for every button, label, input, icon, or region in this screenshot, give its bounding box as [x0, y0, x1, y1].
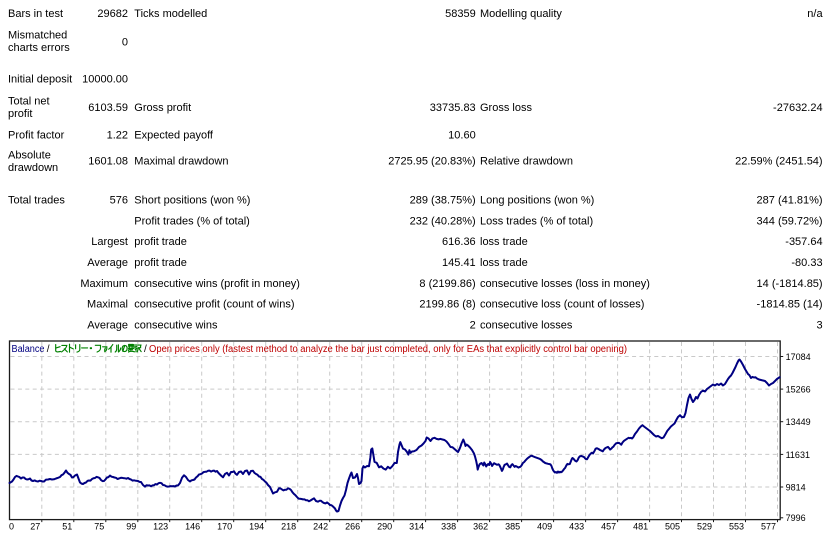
svg-text:14 (-1814.85): 14 (-1814.85) [757, 278, 823, 290]
svg-text:consecutive losses (loss in mo: consecutive losses (loss in money) [480, 278, 650, 290]
svg-text:consecutive loss (count of los: consecutive loss (count of losses) [480, 299, 644, 311]
svg-text:0: 0 [9, 522, 14, 532]
svg-text:Profit trades (% of total): Profit trades (% of total) [134, 215, 250, 227]
svg-text:2199.86 (8): 2199.86 (8) [419, 299, 475, 311]
svg-text:576: 576 [110, 195, 128, 207]
svg-text:profit: profit [8, 108, 32, 120]
svg-text:Total trades: Total trades [8, 195, 65, 207]
svg-text:344 (59.72%): 344 (59.72%) [757, 215, 823, 227]
svg-text:290: 290 [377, 522, 392, 532]
svg-text:266: 266 [345, 522, 360, 532]
svg-text:loss trade: loss trade [480, 236, 528, 248]
svg-text:Relative drawdown: Relative drawdown [480, 156, 573, 168]
svg-text:15266: 15266 [786, 385, 811, 395]
svg-text:27: 27 [30, 522, 40, 532]
svg-text:338: 338 [441, 522, 456, 532]
svg-text:457: 457 [601, 522, 616, 532]
svg-text:Loss trades (% of total): Loss trades (% of total) [480, 215, 593, 227]
svg-text:Absolute: Absolute [8, 149, 51, 161]
svg-text:/: / [144, 344, 147, 355]
svg-text:2725.95 (20.83%): 2725.95 (20.83%) [388, 156, 475, 168]
svg-text:loss trade: loss trade [480, 257, 528, 269]
svg-text:-27632.24: -27632.24 [773, 102, 823, 114]
svg-text:profit trade: profit trade [134, 257, 187, 269]
svg-text:314: 314 [409, 522, 424, 532]
svg-text:287 (41.81%): 287 (41.81%) [757, 195, 823, 207]
svg-text:Total net: Total net [8, 96, 50, 108]
svg-text:Maximal drawdown: Maximal drawdown [134, 156, 228, 168]
svg-text:13449: 13449 [786, 417, 811, 427]
svg-text:409: 409 [537, 522, 552, 532]
svg-text:Ticks modelled: Ticks modelled [134, 8, 207, 20]
svg-text:433: 433 [569, 522, 584, 532]
svg-text:218: 218 [281, 522, 296, 532]
svg-text:362: 362 [473, 522, 488, 532]
svg-text:3: 3 [816, 320, 822, 332]
svg-text:75: 75 [94, 522, 104, 532]
svg-text:7996: 7996 [786, 513, 806, 523]
svg-text:-1814.85 (14): -1814.85 (14) [757, 299, 823, 311]
svg-text:29682: 29682 [97, 8, 128, 20]
svg-text:Initial deposit: Initial deposit [8, 74, 72, 86]
svg-text:242: 242 [313, 522, 328, 532]
svg-text:11631: 11631 [786, 450, 810, 460]
svg-text:232 (40.28%): 232 (40.28%) [410, 215, 476, 227]
svg-text:Maximal: Maximal [87, 299, 128, 311]
svg-text:481: 481 [633, 522, 648, 532]
svg-text:profit trade: profit trade [134, 236, 187, 248]
svg-text:1601.08: 1601.08 [88, 156, 128, 168]
svg-text:145.41: 145.41 [442, 257, 476, 269]
svg-text:consecutive wins: consecutive wins [134, 320, 218, 332]
svg-text:1.22: 1.22 [107, 130, 128, 142]
svg-text:289 (38.75%): 289 (38.75%) [410, 195, 476, 207]
svg-text:170: 170 [217, 522, 232, 532]
svg-text:n/a: n/a [807, 8, 823, 20]
svg-text:194: 194 [249, 522, 264, 532]
svg-text:Gross profit: Gross profit [134, 102, 191, 114]
svg-text:Mismatched: Mismatched [8, 29, 67, 41]
svg-text:consecutive wins (profit in mo: consecutive wins (profit in money) [134, 278, 300, 290]
svg-text:Maximum: Maximum [80, 278, 128, 290]
svg-text:0: 0 [122, 37, 128, 49]
svg-text:Long positions (won %): Long positions (won %) [480, 195, 594, 207]
svg-text:58359: 58359 [445, 8, 476, 20]
svg-text:Open prices only (fastest meth: Open prices only (fastest method to anal… [149, 344, 627, 355]
svg-text:Profit factor: Profit factor [8, 130, 65, 142]
svg-text:577: 577 [761, 522, 776, 532]
svg-text:Modelling quality: Modelling quality [480, 8, 562, 20]
svg-text:33735.83: 33735.83 [430, 102, 476, 114]
svg-text:charts errors: charts errors [8, 42, 70, 54]
svg-text:Expected payoff: Expected payoff [134, 130, 214, 142]
svg-text:Largest: Largest [91, 236, 128, 248]
svg-text:8 (2199.86): 8 (2199.86) [419, 278, 475, 290]
svg-text:Gross loss: Gross loss [480, 102, 532, 114]
svg-text:-80.33: -80.33 [791, 257, 822, 269]
svg-text:553: 553 [729, 522, 744, 532]
svg-text:505: 505 [665, 522, 680, 532]
svg-text:616.36: 616.36 [442, 236, 476, 248]
svg-text:Short positions (won %): Short positions (won %) [134, 195, 250, 207]
svg-text:123: 123 [153, 522, 168, 532]
svg-text:2: 2 [470, 320, 476, 332]
svg-text:146: 146 [185, 522, 200, 532]
svg-text:17084: 17084 [786, 352, 811, 362]
svg-text:/: / [47, 344, 50, 355]
svg-text:385: 385 [505, 522, 520, 532]
svg-text:9814: 9814 [786, 482, 806, 492]
svg-text:22.59% (2451.54): 22.59% (2451.54) [735, 156, 822, 168]
svg-text:consecutive profit (count of w: consecutive profit (count of wins) [134, 299, 294, 311]
svg-text:consecutive losses: consecutive losses [480, 320, 573, 332]
svg-text:-357.64: -357.64 [785, 236, 822, 248]
svg-text:Average: Average [87, 320, 128, 332]
svg-text:Average: Average [87, 257, 128, 269]
svg-text:10000.00: 10000.00 [82, 74, 128, 86]
svg-text:10.60: 10.60 [448, 130, 476, 142]
svg-text:529: 529 [697, 522, 712, 532]
svg-text:99: 99 [126, 522, 136, 532]
svg-text:Balance: Balance [12, 344, 45, 355]
svg-text:drawdown: drawdown [8, 162, 58, 174]
svg-text:Bars in test: Bars in test [8, 8, 63, 20]
svg-text:51: 51 [62, 522, 72, 532]
svg-text:6103.59: 6103.59 [88, 102, 128, 114]
